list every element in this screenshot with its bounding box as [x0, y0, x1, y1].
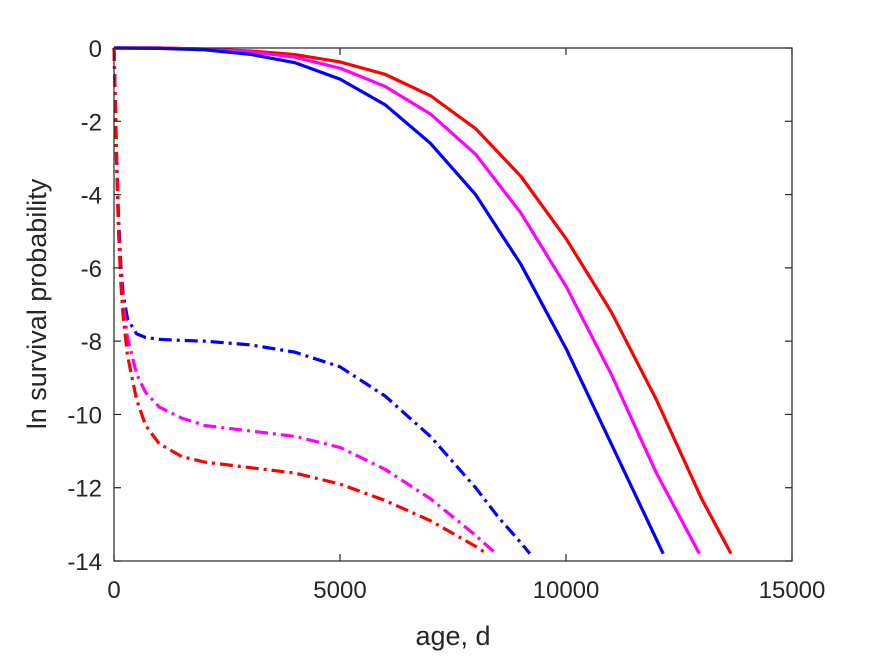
y-tick-label: -10: [67, 402, 102, 429]
x-axis-label: age, d: [415, 621, 490, 651]
y-tick-label: -6: [81, 256, 102, 283]
y-tick-label: 0: [89, 36, 102, 63]
y-tick-label: -2: [81, 109, 102, 136]
plot-area: [114, 48, 792, 561]
plot-frame: [113, 47, 793, 562]
x-tick-label: 10000: [533, 577, 600, 604]
series-line-6: [112, 47, 488, 556]
y-tick-label: -14: [67, 549, 102, 576]
y-axis-ticks: 0 -2 -4 -6 -8 -10 -12 -14: [67, 36, 792, 576]
y-axis-label: ln survival probability: [22, 178, 52, 429]
x-tick-label: 5000: [313, 577, 366, 604]
y-tick-label: -8: [81, 329, 102, 356]
y-tick-label: -4: [81, 183, 102, 210]
y-tick-label: -12: [67, 476, 102, 503]
x-axis-ticks: 0 5000 10000 15000: [107, 48, 825, 604]
x-tick-label: 0: [107, 577, 120, 604]
series-line-3: [113, 46, 665, 555]
x-tick-label: 15000: [759, 577, 826, 604]
series-layer: [112, 46, 733, 556]
